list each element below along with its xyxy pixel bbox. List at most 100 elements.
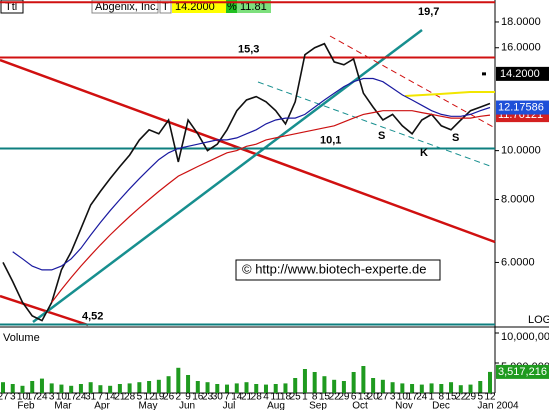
volume-bar — [244, 382, 249, 393]
volume-bar — [312, 372, 317, 393]
volume-bar — [186, 375, 191, 393]
x-tick-label: 3 — [10, 392, 16, 403]
volume-bar — [176, 367, 181, 393]
x-tick-label: 5 — [477, 392, 483, 403]
price-box — [172, 0, 226, 13]
name-box — [91, 0, 159, 14]
pct-box — [226, 0, 237, 13]
x-tick-label: 5 — [137, 392, 143, 403]
value-box — [496, 100, 549, 115]
channel-line — [329, 35, 496, 129]
volume-bar — [30, 381, 35, 393]
month-label: Jul — [223, 401, 236, 410]
x-tick-label: 17 — [407, 392, 419, 403]
x-tick-label: 19 — [153, 392, 165, 403]
x-tick-label: 29 — [465, 392, 477, 403]
x-tick-label: 14 — [105, 392, 117, 403]
x-tick-label: 24 — [416, 392, 428, 403]
watermark: © http://www.biotech-experte.de — [242, 261, 426, 276]
y-tick-label: 8.0000 — [501, 193, 535, 205]
volume-last-label: 3,517,216 — [498, 366, 547, 378]
volume-bar — [166, 376, 171, 393]
volume-bar — [332, 379, 337, 393]
volume-bar — [283, 383, 288, 393]
x-tick-label: 31 — [85, 392, 97, 403]
volume-bar — [234, 383, 239, 393]
y-tick-label: 6.0000 — [501, 256, 535, 268]
x-tick-label: 22 — [329, 392, 341, 403]
x-tick-label: 7 — [224, 392, 230, 403]
volume-bar — [108, 385, 113, 393]
volume-bar — [293, 378, 298, 393]
volume-bar — [39, 378, 44, 393]
x-tick-label: 4 — [263, 392, 269, 403]
volume-bar — [263, 384, 268, 393]
log-label: LOG — [528, 314, 549, 326]
volume-bar — [341, 381, 346, 393]
ticker-box — [0, 0, 24, 14]
x-tick-label: 10 — [17, 392, 29, 403]
header-price: 14.2000 — [175, 1, 215, 13]
volume-bar — [302, 369, 307, 393]
volume-bar — [419, 384, 424, 393]
resistance-line — [404, 91, 495, 97]
month-label: Aug — [267, 401, 285, 410]
company-name: Abgenix, Inc. — [95, 1, 159, 13]
volume-bar — [78, 384, 83, 393]
x-tick-label: 1 — [302, 392, 308, 403]
month-label: Apr — [94, 401, 110, 410]
volume-bar — [380, 379, 385, 393]
volume-bar — [156, 379, 161, 393]
volume-bar — [361, 366, 366, 393]
watermark-box — [235, 259, 441, 281]
month-label: Oct — [352, 401, 368, 410]
volume-bar — [439, 384, 444, 393]
x-tick-label: 28 — [251, 392, 263, 403]
x-tick-label: 8 — [439, 392, 445, 403]
x-tick-label: 18 — [280, 392, 292, 403]
price-line — [2, 42, 491, 322]
volume-bar — [225, 384, 230, 393]
month-label: Jan 2004 — [477, 401, 519, 410]
x-tick-label: 10 — [397, 392, 409, 403]
price-line — [51, 110, 491, 303]
x-tick-label: 22 — [455, 392, 467, 403]
x-tick-label: 15 — [445, 392, 457, 403]
volume-bar — [69, 385, 74, 393]
x-tick-label: 17 — [27, 392, 39, 403]
volume-last-box — [496, 364, 549, 379]
x-tick-label: 21 — [241, 392, 253, 403]
level-label: 15,3 — [238, 43, 259, 55]
x-tick-label: 21 — [114, 392, 126, 403]
x-tick-label: 12 — [144, 392, 156, 403]
x-tick-label: 12 — [484, 392, 496, 403]
volume-bar — [429, 383, 434, 393]
pct-value-box — [237, 0, 271, 13]
level-label: 10,1 — [320, 134, 341, 146]
x-tick-label: 25 — [290, 392, 302, 403]
x-tick-label: 7 — [98, 392, 104, 403]
t-box — [159, 0, 172, 14]
month-label: Jun — [179, 401, 195, 410]
volume-bar — [488, 371, 492, 393]
month-label: Dec — [432, 401, 450, 410]
x-tick-label: 29 — [338, 392, 350, 403]
volume-bar — [410, 384, 415, 393]
x-tick-label: 26 — [163, 392, 175, 403]
x-tick-label: 1 — [429, 392, 435, 403]
volume-bar — [254, 384, 259, 393]
x-tick-label: 6 — [351, 392, 357, 403]
trend-line — [0, 58, 496, 244]
x-tick-label: 28 — [124, 392, 136, 403]
volume-bar — [117, 384, 122, 393]
last-price-label: 14.2000 — [500, 68, 540, 80]
last-price-box — [496, 66, 549, 81]
volume-bar — [98, 385, 103, 393]
volume-bar — [127, 383, 132, 393]
x-tick-label: 15 — [319, 392, 331, 403]
x-tick-label: 20 — [368, 392, 380, 403]
y-tick-label: 18.0000 — [501, 16, 541, 28]
volume-bar — [400, 383, 405, 393]
volume-tick-label: 10,000,000 — [501, 331, 549, 343]
